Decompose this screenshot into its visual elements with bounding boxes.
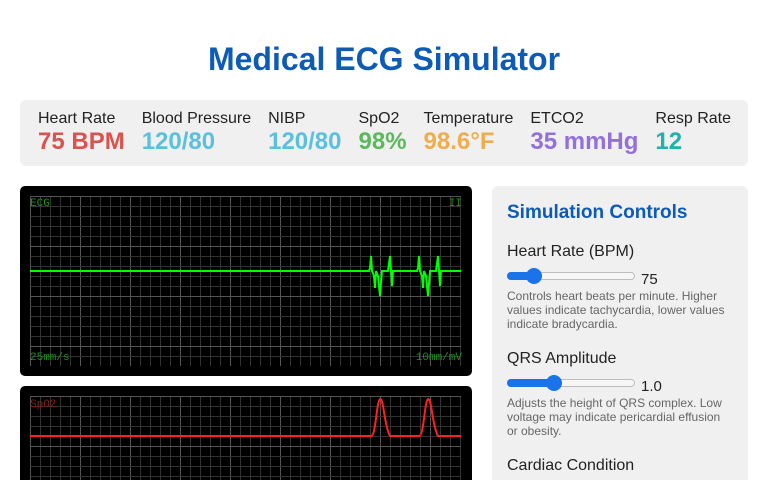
ecg-canvas: ECG II 25mm/s 10mm/mV — [30, 196, 463, 366]
vital-value: 120/80 — [268, 128, 342, 155]
vital-value: 120/80 — [141, 128, 216, 155]
heart-rate-label: Heart Rate (BPM) — [507, 243, 635, 260]
ecg-monitor: ECG II 25mm/s 10mm/mV — [20, 186, 472, 376]
vital-label: Blood Pressure — [141, 110, 252, 127]
heart-rate-description: Controls heart beats per minute. Higher … — [507, 289, 725, 331]
vital-nibp: NIBP 120/80 — [268, 109, 341, 166]
vital-label: NIBP — [268, 110, 306, 127]
spo2-canvas: SpO2 — [30, 396, 461, 480]
slider-thumb[interactable] — [546, 375, 562, 391]
vital-label: Temperature — [423, 110, 514, 127]
vital-heart-rate: Heart Rate 75 BPM — [38, 109, 125, 166]
vital-value: 98% — [358, 128, 407, 155]
vital-value: 98.6°F — [423, 128, 495, 155]
ecg-gain-label: 10mm/mV — [416, 352, 463, 364]
vital-label: ETCO2 — [530, 110, 584, 127]
heart-rate-value: 75 — [641, 270, 658, 288]
slider-thumb[interactable] — [526, 268, 542, 284]
spo2-grid — [30, 396, 461, 480]
controls-title: Simulation Controls — [507, 202, 688, 223]
vital-value: 35 mmHg — [530, 128, 639, 155]
heart-rate-control: 75 — [507, 265, 733, 288]
vital-label: Heart Rate — [38, 110, 116, 127]
vital-blood-pressure: Blood Pressure 120/80 — [142, 109, 251, 166]
qrs-amplitude-value: 1.0 — [641, 377, 662, 395]
ecg-lead-label: II — [449, 198, 462, 210]
vital-spo2: SpO2 98% — [359, 109, 407, 166]
heart-rate-slider[interactable] — [507, 268, 635, 284]
slider-fill — [507, 272, 533, 280]
vitals-bar: Heart Rate 75 BPM Blood Pressure 120/80 … — [20, 100, 748, 166]
vital-label: Resp Rate — [655, 110, 732, 127]
vital-temperature: Temperature 98.6°F — [424, 109, 514, 166]
ecg-trace — [30, 255, 461, 297]
qrs-amplitude-control: 1.0 — [507, 372, 733, 395]
cardiac-condition-label: Cardiac Condition — [507, 457, 635, 474]
vital-etco2: ETCO2 35 mmHg — [530, 109, 638, 166]
qrs-amplitude-slider[interactable] — [507, 375, 635, 391]
vital-label: SpO2 — [358, 110, 400, 127]
slider-fill — [507, 379, 553, 387]
simulation-controls-panel: Simulation Controls Heart Rate (BPM) 75 … — [492, 186, 748, 480]
ecg-grid — [30, 196, 461, 366]
vital-value: 75 BPM — [38, 128, 125, 155]
spo2-trace — [30, 398, 461, 437]
page-title: Medical ECG Simulator — [207, 41, 561, 77]
ecg-speed-label: 25mm/s — [30, 352, 70, 364]
spo2-label: SpO2 — [30, 399, 56, 411]
spo2-monitor: SpO2 — [20, 386, 472, 480]
vital-value: 12 — [655, 128, 683, 155]
qrs-amplitude-description: Adjusts the height of QRS complex. Low v… — [507, 396, 722, 438]
vital-resp-rate: Resp Rate 12 — [655, 109, 731, 166]
ecg-label: ECG — [30, 198, 50, 210]
qrs-amplitude-label: QRS Amplitude — [507, 350, 617, 367]
